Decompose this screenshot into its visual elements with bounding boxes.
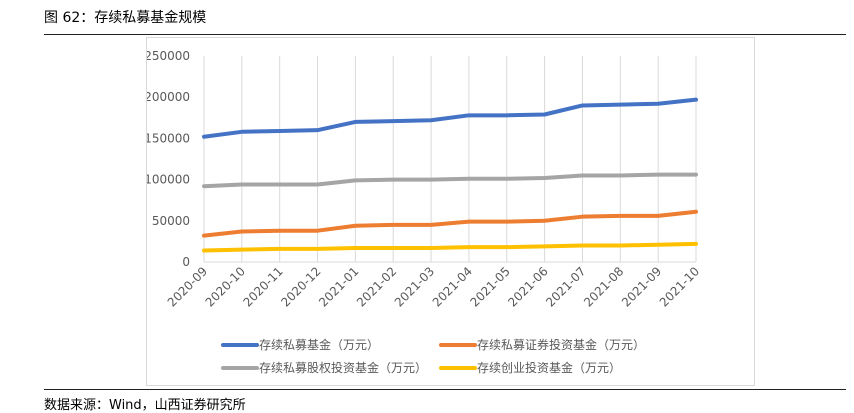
- y-tick-label: 0: [182, 255, 190, 269]
- y-tick-label: 250000: [147, 49, 190, 63]
- x-tick-label: 2020-09: [165, 264, 210, 309]
- legend-label-2: 存续私募股权投资基金（万元）: [259, 360, 427, 375]
- x-tick-label: 2020-10: [203, 264, 248, 309]
- series-line-1: [202, 209, 698, 238]
- y-tick-label: 50000: [152, 214, 190, 228]
- legend-label-1: 存续私募证券投资基金（万元）: [477, 337, 645, 352]
- y-tick-label: 150000: [147, 131, 190, 145]
- x-tick-label: 2021-08: [581, 264, 626, 309]
- source-note: 数据来源：Wind，山西证券研究所: [44, 398, 246, 413]
- series-line-2: [202, 172, 698, 189]
- x-axis: 2020-092020-102020-112020-122021-012021-…: [165, 264, 702, 309]
- x-tick-label: 2021-02: [354, 264, 399, 309]
- x-tick-label: 2021-09: [619, 264, 664, 309]
- y-tick-label: 100000: [147, 173, 190, 187]
- chart-series: [202, 97, 698, 253]
- x-tick-label: 2021-01: [316, 264, 361, 309]
- x-tick-label: 2021-05: [468, 264, 513, 309]
- series-line-0: [202, 97, 698, 139]
- chart-frame: 0 50000 100000 150000 200000 250000 2020-09 20…: [146, 37, 755, 386]
- x-tick-label: 2021-03: [392, 264, 437, 309]
- chart-legend: 存续私募基金（万元） 存续私募证券投资基金（万元） 存续私募股权投资基金（万元） 存续…: [221, 337, 645, 375]
- x-tick-label: 2021-07: [543, 264, 588, 309]
- chart-gridlines: [203, 56, 697, 263]
- y-axis: 0 50000 100000 150000 200000 250000: [147, 49, 190, 269]
- x-tick-label: 2021-04: [430, 264, 475, 309]
- series-line-3: [202, 241, 698, 253]
- x-tick-label: 2021-06: [505, 264, 550, 309]
- legend-label-0: 存续私募基金（万元）: [259, 337, 379, 352]
- bottom-rule: [44, 389, 846, 390]
- figure-title: 图 62：存续私募基金规模: [44, 10, 207, 26]
- x-tick-label: 2020-12: [278, 264, 323, 309]
- legend-label-3: 存续创业投资基金（万元）: [477, 360, 621, 375]
- x-tick-label: 2021-10: [657, 264, 702, 309]
- top-rule: [44, 34, 846, 35]
- y-tick-label: 200000: [147, 90, 190, 104]
- x-tick-label: 2020-11: [240, 264, 285, 309]
